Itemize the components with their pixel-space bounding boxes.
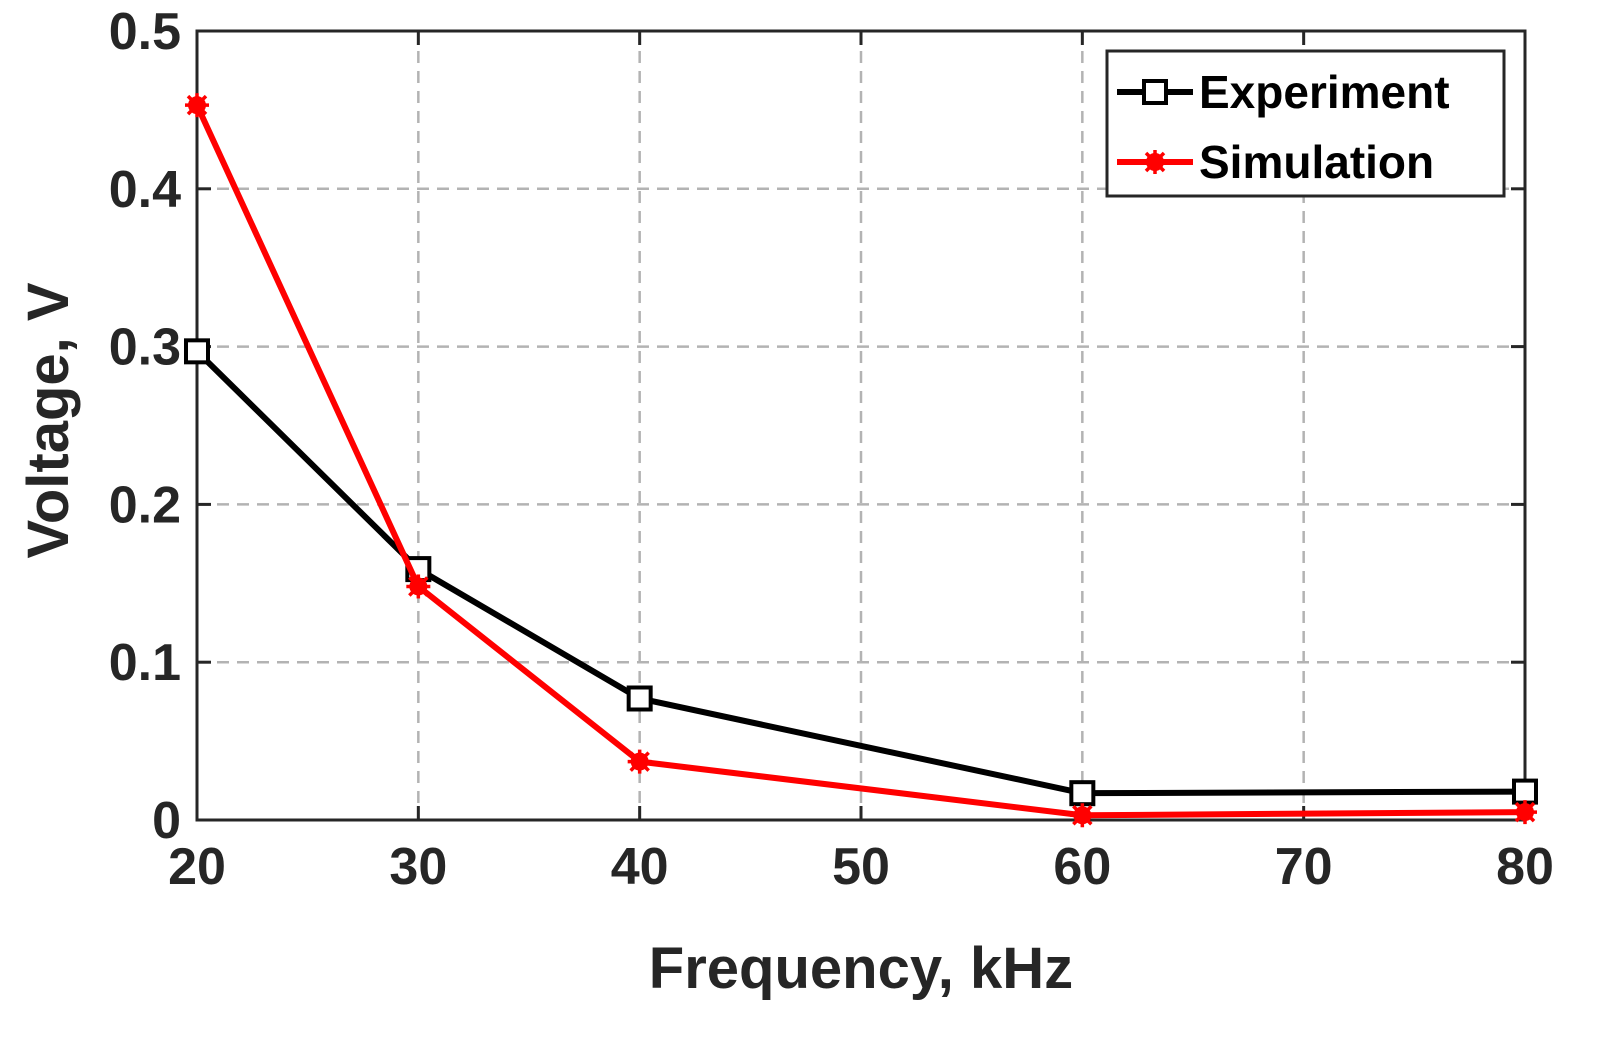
- legend-entry-simulation: Simulation: [1117, 136, 1434, 188]
- x-axis-ticks: 20 30 40 50 60 70 80: [168, 31, 1554, 896]
- data-point-simulation: [627, 749, 652, 774]
- data-point-experiment: [184, 338, 210, 365]
- legend-box: [1105, 49, 1506, 198]
- x-tick-label: 70: [1275, 838, 1333, 896]
- legend: Experiment Simulation: [1105, 49, 1506, 198]
- x-tick-label: 50: [832, 838, 890, 896]
- data-point-simulation: [1513, 800, 1537, 825]
- x-tick-label: 40: [611, 838, 669, 896]
- legend-label: Simulation: [1199, 136, 1434, 188]
- x-axis-title: Frequency, kHz: [649, 936, 1073, 1001]
- y-tick-label: 0: [152, 792, 181, 850]
- data-point-experiment: [1069, 780, 1096, 807]
- x-tick-label: 20: [168, 838, 226, 896]
- series-simulation: [185, 93, 1537, 828]
- x-tick-label: 60: [1053, 838, 1111, 896]
- data-point-experiment: [1512, 778, 1538, 805]
- data-point-simulation: [406, 574, 431, 599]
- y-tick-label: 0.5: [109, 3, 181, 61]
- series-group: [184, 93, 1538, 828]
- data-point-simulation: [1070, 803, 1095, 828]
- data-point-experiment: [626, 685, 653, 712]
- legend-marker: [1143, 150, 1167, 174]
- y-tick-label: 0.2: [109, 476, 181, 534]
- legend-entry-experiment: Experiment: [1117, 66, 1450, 118]
- x-tick-label: 80: [1496, 838, 1554, 896]
- series-experiment: [184, 338, 1538, 807]
- y-tick-label: 0.3: [109, 319, 181, 377]
- y-axis-title: Voltage, V: [16, 282, 81, 558]
- y-tick-label: 0.1: [109, 634, 181, 692]
- legend-label: Experiment: [1199, 66, 1450, 118]
- y-tick-label: 0.4: [109, 161, 181, 219]
- legend-marker: [1142, 79, 1168, 105]
- data-point-simulation: [185, 93, 209, 118]
- x-tick-label: 30: [389, 838, 447, 896]
